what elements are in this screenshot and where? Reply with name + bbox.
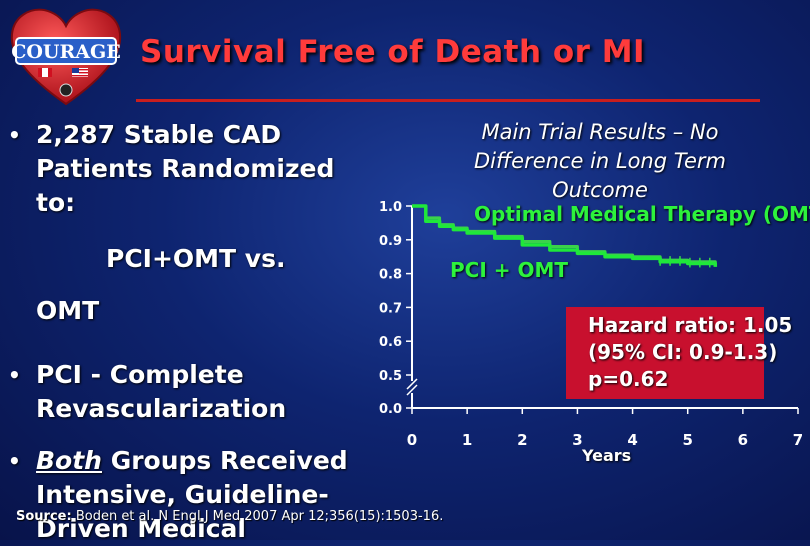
- bullet-line: to:: [36, 188, 76, 217]
- y-tick-label: 0.8: [379, 268, 402, 283]
- y-tick-label: 0.9: [379, 234, 402, 249]
- source-citation: Source: Boden et al. N Engl J Med 2007 A…: [16, 509, 443, 524]
- hazard-ratio-text: Hazard ratio: 1.05 (95% CI: 0.9-1.3) p=0…: [588, 312, 792, 393]
- x-tick-label: 7: [793, 431, 803, 449]
- bullet-dot-icon: •: [8, 363, 21, 387]
- y-tick-label: 1.0: [379, 200, 402, 215]
- hazard-ratio-box: [566, 307, 764, 399]
- hazard-line: p=0.62: [588, 367, 669, 391]
- x-tick-label: 6: [738, 431, 748, 449]
- y-tick-label: 0.6: [379, 335, 402, 350]
- slide-title: Survival Free of Death or MI: [140, 34, 646, 70]
- bullet-line: 2,287 Stable CAD: [36, 120, 282, 149]
- bullet-dot-icon: •: [8, 123, 21, 147]
- bullet-line: Driven Medical: [36, 514, 246, 543]
- survival-chart: 0.0 0.5 0.6 0.7 0.8 0.9 1.0 0 1 2 3 4 5 6 7: [379, 200, 803, 449]
- series-label-pci: PCI + OMT: [450, 258, 569, 282]
- bullet-line: Intensive, Guideline-: [36, 480, 329, 509]
- seal-icon: [59, 83, 73, 97]
- bullet-omt: OMT: [36, 296, 100, 325]
- bullet-line: Patients Randomized: [36, 154, 335, 183]
- series-label-omt: Optimal Medical Therapy (OMT): [474, 202, 810, 226]
- bullet-pci-omt: PCI+OMT vs.: [106, 244, 286, 273]
- x-axis-label: Years: [582, 446, 632, 465]
- source-text: Boden et al. N Engl J Med 2007 Apr 12;35…: [71, 509, 444, 524]
- x-tick-label: 2: [517, 431, 527, 449]
- chart-note: Main Trial Results – No Difference in Lo…: [440, 118, 760, 205]
- hazard-line: Hazard ratio: 1.05: [588, 313, 793, 337]
- note-line: Difference in Long Term: [473, 149, 726, 173]
- x-tick-label: 0: [407, 431, 417, 449]
- canada-flag-icon: [38, 68, 52, 77]
- bullet-line: Groups Received: [101, 446, 348, 475]
- courage-logo: COURAGE: [10, 8, 122, 106]
- source-label: Source:: [16, 509, 72, 524]
- note-line: Outcome: [552, 178, 648, 202]
- y-tick-label: 0.7: [379, 301, 402, 316]
- x-tick-label: 5: [682, 431, 692, 449]
- logo-text: COURAGE: [11, 41, 120, 63]
- note-line: Main Trial Results – No: [481, 120, 719, 144]
- title-underline: [136, 99, 760, 102]
- y-tick-label: 0.5: [379, 369, 402, 384]
- axis-break-icon: [406, 378, 418, 396]
- bullet-dot-icon: •: [8, 449, 21, 473]
- hazard-line: (95% CI: 0.9-1.3): [588, 340, 778, 364]
- bullet-line: Revascularization: [36, 394, 287, 423]
- x-tick-label: 1: [462, 431, 472, 449]
- emphasis-both: Both: [36, 446, 102, 475]
- y-tick-label: 0.0: [379, 402, 402, 417]
- bullet-line: PCI - Complete: [36, 360, 244, 389]
- x-tick-label: 3: [572, 431, 582, 449]
- x-tick-label: 4: [627, 431, 637, 449]
